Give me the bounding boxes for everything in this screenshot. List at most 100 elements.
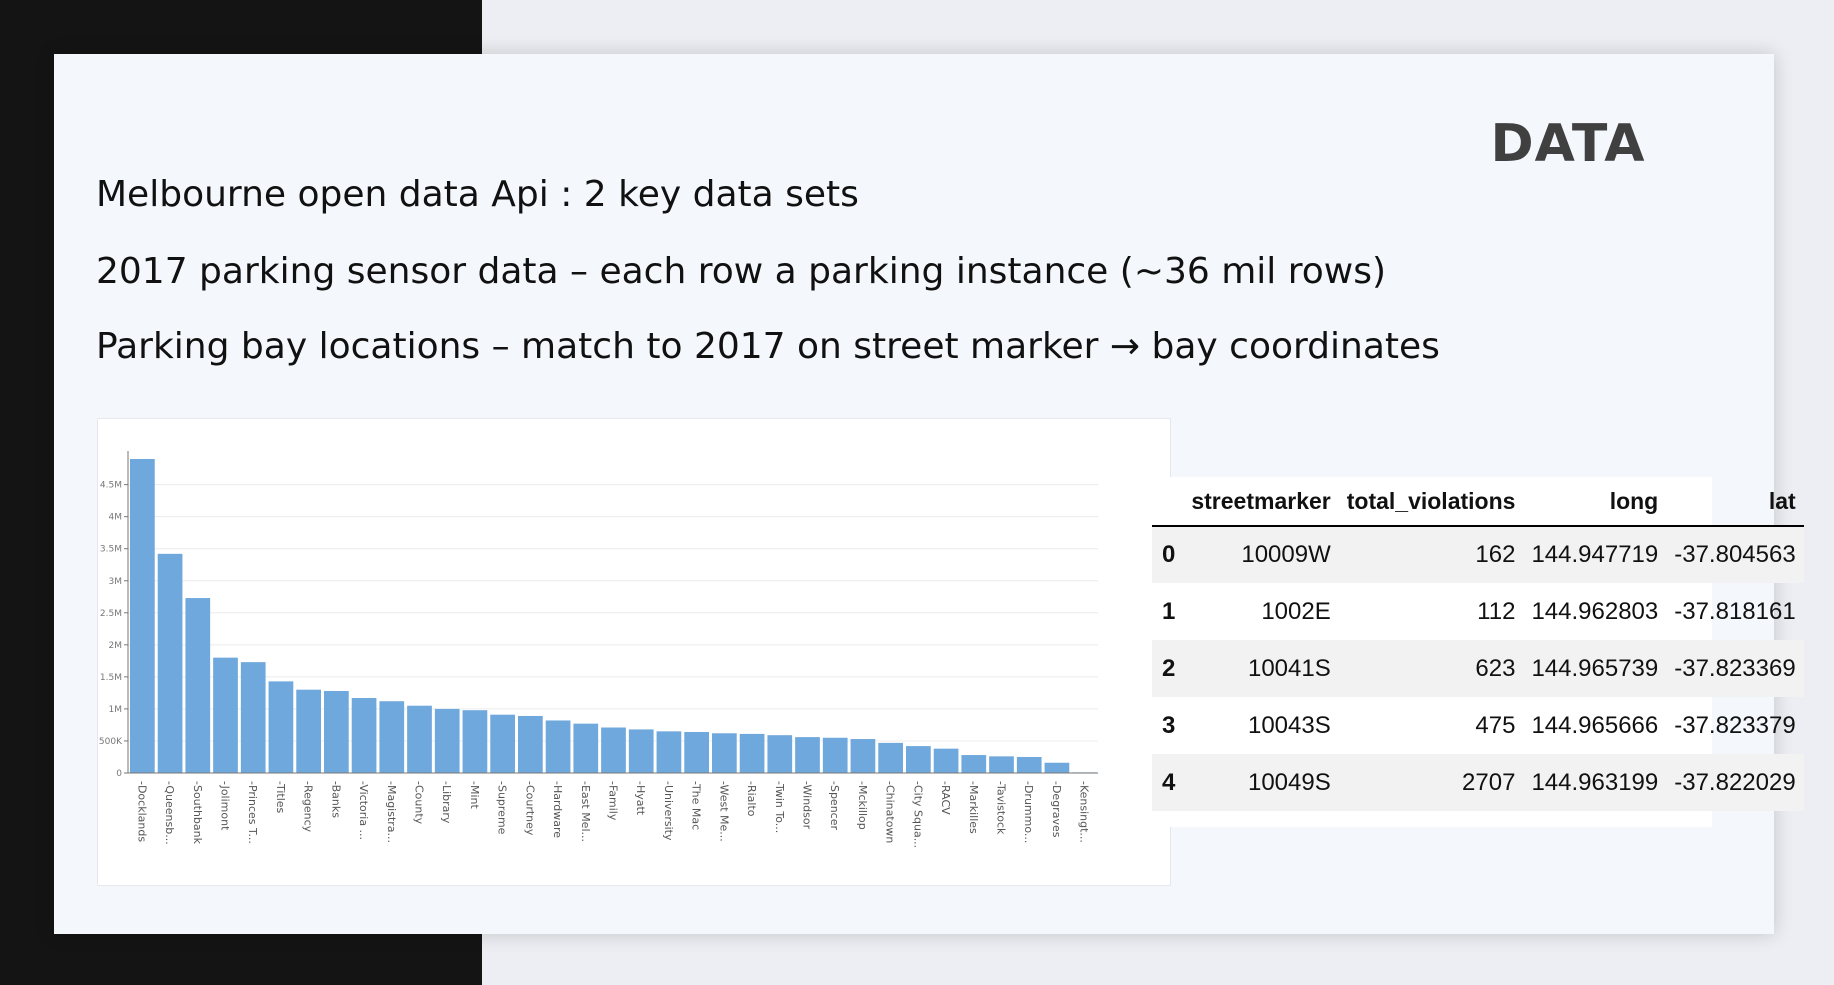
table-row: 4 10049S 2707 144.963199 -37.822029 xyxy=(1152,754,1804,811)
x-tick-label: -Magistra... xyxy=(385,781,398,843)
chart-bar xyxy=(795,737,820,773)
chart-svg: 0 500K 1M 1.5M 2M 2.5M 3M 3.5M 4M 4.5M -Docklands -… xyxy=(99,451,1098,848)
x-tick-label: -University xyxy=(662,781,675,841)
row-index: 3 xyxy=(1162,711,1176,739)
chart-bar xyxy=(933,748,959,773)
chart-bar xyxy=(324,690,349,773)
row-index: 1 xyxy=(1162,597,1176,625)
y-tick-label: 3M xyxy=(109,577,123,587)
row-index: 4 xyxy=(1162,768,1176,796)
x-tick-label: -Banks xyxy=(329,781,342,818)
cell-long: 144.947719 xyxy=(1531,541,1659,568)
cell-total-violations: 162 xyxy=(1475,541,1516,568)
bullet-line-1: Melbourne open data Api : 2 key data set… xyxy=(96,174,859,215)
chart-bar xyxy=(684,731,709,773)
bullet-line-3: Parking bay locations – match to 2017 on… xyxy=(96,326,1440,367)
table-row: 3 10043S 475 144.965666 -37.823379 xyxy=(1152,697,1804,754)
y-tick-label: 1.5M xyxy=(100,673,122,683)
x-tick-label: -Tavistock xyxy=(995,781,1008,835)
cell-streetmarker: 1002E xyxy=(1261,597,1331,625)
slide: DATA Melbourne open data Api : 2 key dat… xyxy=(54,54,1804,934)
chart-bar xyxy=(989,756,1014,773)
cell-streetmarker: 10041S xyxy=(1247,654,1331,682)
x-tick-label: -Supreme xyxy=(496,781,509,835)
cell-long: 144.963199 xyxy=(1531,768,1659,796)
data-table: streetmarker total_violations long lat 0… xyxy=(1152,477,1804,811)
y-tick-label: 3.5M xyxy=(100,545,122,555)
cell-lat: -37.818161 xyxy=(1674,597,1796,625)
chart-bar xyxy=(767,735,793,773)
chart-bar xyxy=(601,727,626,773)
x-tick-label: -Princes T... xyxy=(246,781,259,844)
row-index: 0 xyxy=(1162,541,1176,568)
chart-bar xyxy=(573,723,599,773)
x-tick-label: -Spencer xyxy=(828,781,841,830)
table-row: 2 10041S 623 144.965739 -37.823369 xyxy=(1152,640,1804,697)
y-tick-label: 1M xyxy=(109,705,123,715)
chart-bar xyxy=(379,701,405,773)
x-tick-label: -Degraves xyxy=(1050,781,1063,838)
x-tick-label: -East Mel... xyxy=(579,781,592,842)
x-tick-label: -RACV xyxy=(939,781,952,815)
x-tick-label: -Library xyxy=(440,781,453,824)
chart-bar xyxy=(961,755,987,773)
x-tick-label: -County xyxy=(413,781,426,825)
chart-bar xyxy=(850,739,876,773)
chart-bar xyxy=(268,681,294,773)
slide-title: DATA xyxy=(1490,114,1646,174)
cell-long: 144.965666 xyxy=(1531,711,1659,739)
chart-bar xyxy=(1044,762,1070,773)
chart-bar xyxy=(157,553,183,773)
table-row: 1 1002E 112 144.962803 -37.818161 xyxy=(1152,583,1804,640)
cell-streetmarker: 10043S xyxy=(1247,711,1331,739)
bullet-line-2: 2017 parking sensor data – each row a pa… xyxy=(96,251,1387,292)
chart-bar xyxy=(739,733,765,773)
column-header-total-violations: total_violations xyxy=(1338,477,1524,527)
chart-bar xyxy=(296,689,321,773)
x-tick-label: -Hyatt xyxy=(634,781,647,816)
x-tick-label: -Markilles xyxy=(967,781,980,834)
chart-bar xyxy=(656,731,682,773)
y-tick-label: 500K xyxy=(99,737,123,747)
data-table-panel: streetmarker total_violations long lat 0… xyxy=(1142,477,1804,827)
cell-lat: -37.804563 xyxy=(1674,541,1796,568)
column-header-index xyxy=(1152,477,1184,527)
x-tick-label: -Docklands xyxy=(135,781,148,842)
x-tick-label: -Windsor xyxy=(801,781,814,830)
y-tick-label: 0 xyxy=(116,769,122,779)
cell-total-violations: 112 xyxy=(1477,597,1516,625)
x-tick-label: -Drummo... xyxy=(1022,781,1035,843)
table-header-row: streetmarker total_violations long lat xyxy=(1152,477,1804,527)
x-tick-label: -Twin To... xyxy=(773,781,786,833)
x-tick-label: -Regency xyxy=(302,781,315,833)
x-tick-label: -City Squa... xyxy=(911,781,924,848)
chart-bar xyxy=(545,720,571,773)
cell-lat: -37.822029 xyxy=(1674,768,1796,796)
x-tick-label: -West Me... xyxy=(717,781,730,842)
y-tick-label: 4M xyxy=(109,513,123,523)
cell-lat: -37.823369 xyxy=(1674,654,1796,682)
x-tick-label: -Chinatown xyxy=(884,781,897,843)
chart-bar xyxy=(434,708,460,773)
cell-total-violations: 623 xyxy=(1475,654,1516,682)
x-tick-label: -The Mac xyxy=(690,781,703,830)
x-tick-label: -Rialto xyxy=(745,781,758,817)
chart-bar xyxy=(462,710,488,773)
cell-total-violations: 475 xyxy=(1475,711,1516,739)
y-tick-label: 2M xyxy=(109,641,123,651)
chart-bar xyxy=(878,742,903,773)
row-index: 2 xyxy=(1162,654,1176,682)
cell-lat: -37.823379 xyxy=(1674,711,1796,739)
x-tick-label: -Kensingt... xyxy=(1078,781,1091,843)
chart-bar xyxy=(822,737,848,773)
cell-long: 144.965739 xyxy=(1531,654,1659,682)
x-tick-label: -Jolimont xyxy=(219,781,232,831)
x-tick-label: -Mckillop xyxy=(856,781,869,830)
y-tick-label: 4.5M xyxy=(100,481,122,491)
cell-streetmarker: 10049S xyxy=(1247,768,1331,796)
x-tick-label: -Courtney xyxy=(523,781,536,836)
x-tick-label: -Victoria ... xyxy=(357,781,370,840)
chart-bar xyxy=(130,459,155,773)
x-tick-label: -Southbank xyxy=(191,781,204,845)
chart-bar xyxy=(351,698,377,773)
